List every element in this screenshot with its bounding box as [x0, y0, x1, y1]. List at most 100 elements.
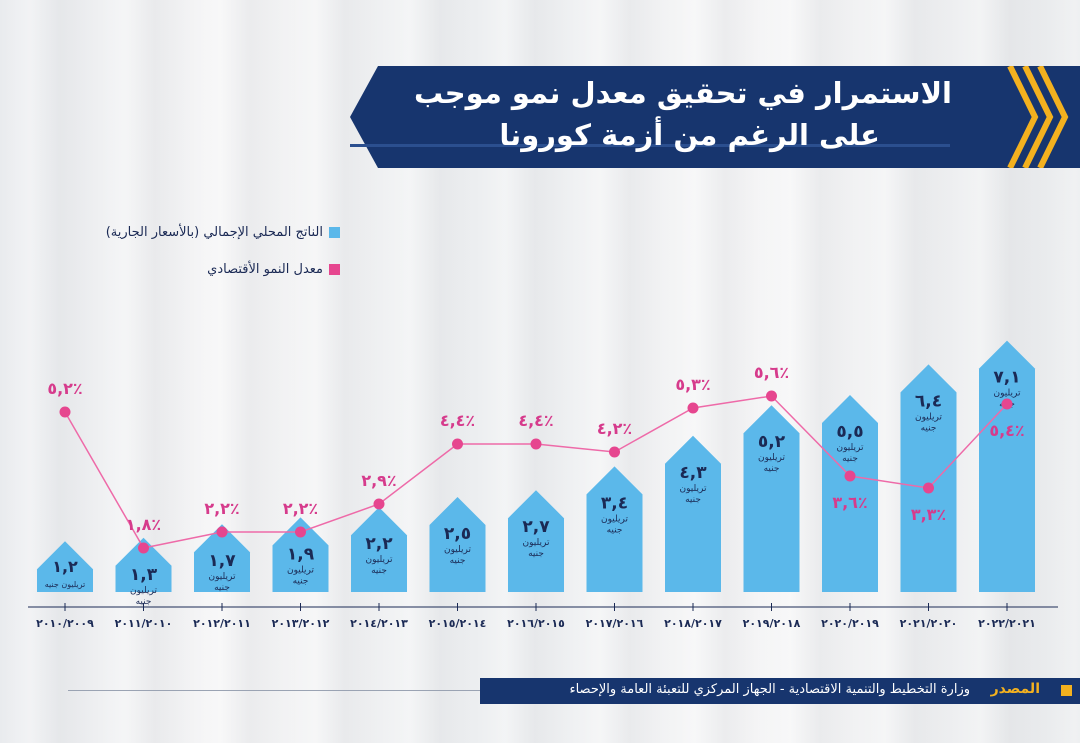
x-axis-tick-label: ٢٠١٠/٢٠٠٩ [36, 617, 94, 630]
growth-value-label: ٥,٢٪ [47, 379, 82, 398]
gdp-bar-unit-label: تريليون [366, 555, 393, 565]
legend-label-gdp: الناتج المحلي الإجمالي (بالأسعار الجارية… [105, 225, 323, 240]
x-axis-tick-label: ٢٠٢١/٢٠٢٠ [900, 617, 958, 630]
growth-value-label: ٢,٢٪ [283, 499, 318, 518]
gdp-bar-unit-label: جنيه [371, 566, 387, 576]
gdp-bar [37, 541, 93, 592]
growth-value-label: ٤,٢٪ [597, 419, 632, 438]
gdp-bar [429, 497, 486, 592]
growth-value-label: ٥,٣٪ [675, 375, 710, 394]
growth-point [295, 526, 306, 538]
x-axis-tick-label: ٢٠١٨/٢٠١٧ [664, 617, 722, 630]
x-axis-tick-label: ٢٠١٣/٢٠١٢ [272, 617, 330, 630]
growth-line-layer: ٥,٢٪ ١,٨٪ ٢,٢٪ ٢,٢٪ ٢,٩٪ ٤,٤٪ ٤,٤٪ ٤,٢٪ ٥,٣٪ ٥,٦٪… [47, 363, 1025, 554]
gdp-bar-unit-label: جنيه [921, 423, 937, 433]
growth-point [216, 526, 228, 538]
x-axis-tick-label: ٢٠١١/٢٠١٠ [115, 617, 173, 630]
x-axis-tick-label: ٢٠١٢/٢٠١١ [193, 617, 251, 630]
gdp-bar [194, 524, 250, 592]
gdp-bar-unit-label: تريليون [680, 484, 707, 494]
chevron-arrows-icon [1007, 66, 1069, 168]
growth-point [373, 498, 385, 510]
growth-point [452, 438, 463, 450]
gdp-bar-value-label: ٧,١ [993, 368, 1020, 388]
legend-item-growth: معدل النمو الأقتصادي [170, 262, 340, 277]
gdp-bar [900, 364, 957, 592]
x-axis-tick-label: ٢٠٢٠/٢٠١٩ [821, 617, 879, 630]
source-square-icon [1061, 685, 1072, 696]
source-label: المصدر [990, 681, 1040, 697]
banner-background [350, 66, 1080, 168]
x-axis-tick-label: ٢٠١٤/٢٠١٣ [350, 617, 408, 630]
gdp-bar-unit-label: تريليون [837, 443, 864, 453]
source-bar: المصدر وزارة التخطيط والتنمية الاقتصادية… [480, 678, 1080, 704]
title-banner: الاستمرار في تحقيق معدل نمو موجب على الر… [350, 66, 1080, 168]
gdp-bar-unit-label: تريليون [444, 545, 471, 555]
growth-value-label: ١,٨٪ [126, 515, 161, 534]
gdp-bar-value-label: ٥,٢ [758, 432, 786, 452]
growth-point [1001, 398, 1013, 410]
gdp-bar [586, 466, 643, 592]
growth-value-label: ٣,٦٪ [832, 493, 867, 512]
gdp-bar-unit-label: جنيه [607, 525, 623, 535]
growth-value-label: ٢,٩٪ [361, 471, 396, 490]
growth-point [687, 402, 699, 414]
gdp-bar [508, 490, 564, 592]
chart-title-line-2: على الرغم من أزمة كورونا [499, 118, 880, 152]
source-text: وزارة التخطيط والتنمية الاقتصادية - الجه… [569, 682, 970, 697]
growth-value-label: ٢,٢٪ [204, 499, 239, 518]
gdp-bar-unit-label: تريليون [287, 565, 314, 575]
banner-underline [350, 144, 950, 147]
gdp-bar [351, 507, 407, 592]
gdp-bar [115, 537, 172, 592]
gdp-bar [822, 395, 878, 592]
growth-point [923, 482, 934, 494]
gdp-bar [743, 405, 800, 592]
x-axis: ٢٠١٠/٢٠٠٩ ٢٠١١/٢٠١٠ ٢٠١٢/٢٠١١ ٢٠١٣/٢٠١٢ ٢٠١٤… [28, 603, 1058, 630]
growth-value-label: ٤,٤٪ [518, 411, 553, 430]
gdp-bar-unit-label: جنيه [136, 597, 152, 607]
gdp-bar-unit-label: تريليون [994, 389, 1021, 399]
growth-value-label: ٤,٤٪ [440, 411, 475, 430]
gdp-bar-unit-label: جنيه [293, 576, 309, 586]
growth-value-label: ٥,٤٪ [989, 421, 1024, 440]
legend-swatch-growth [329, 264, 340, 275]
gdp-bar [272, 517, 329, 592]
gdp-bar-value-label: ١,٣ [130, 565, 158, 585]
title-banner-shape [350, 66, 1080, 168]
gdp-bar-value-label: ٢,٢ [365, 534, 393, 554]
gdp-bar-value-label: ٢,٥ [444, 524, 471, 544]
gdp-bar [665, 435, 721, 592]
gdp-bar-unit-label: جنيه [842, 454, 858, 464]
gdp-bar [979, 340, 1035, 592]
legend-label-growth: معدل النمو الأقتصادي [207, 262, 323, 277]
chart-title-line-1: الاستمرار في تحقيق معدل نمو موجب [414, 76, 952, 110]
gdp-bar-unit-label: جنيه [528, 549, 544, 559]
gdp-bar-unit-label: تريليون [601, 514, 628, 524]
legend-swatch-gdp [329, 227, 340, 238]
source-divider-line [68, 690, 480, 691]
growth-point [530, 438, 542, 450]
x-axis-tick-label: ٢٠١٧/٢٠١٦ [586, 617, 644, 630]
gdp-bar-value-label: ٤,٣ [679, 463, 707, 483]
x-axis-tick-label: ٢٠١٥/٢٠١٤ [429, 617, 487, 630]
growth-point [59, 406, 71, 418]
gdp-bar-unit-label: تريليون [915, 412, 942, 422]
gdp-bar-value-label: ١,٢ [52, 557, 78, 576]
legend-item-gdp: الناتج المحلي الإجمالي (بالأسعار الجارية… [60, 225, 340, 240]
growth-point [766, 390, 777, 402]
gdp-bar-value-label: ٦,٤ [915, 391, 942, 411]
growth-point [844, 470, 856, 482]
gdp-bar-unit-label: تريليون [523, 538, 550, 548]
gdp-bar-unit-label: جنيه [450, 556, 466, 566]
gdp-bar-unit-label: جنيه [685, 495, 701, 505]
gdp-bar-unit-label: تريليون جنيه [45, 580, 86, 589]
gdp-bar-value-label: ١,٧ [208, 551, 236, 571]
x-axis-tick-label: ٢٠١٩/٢٠١٨ [743, 617, 801, 630]
x-axis-tick-label: ٢٠٢٢/٢٠٢١ [978, 617, 1036, 630]
gdp-bar-unit-label: جنيه [214, 583, 230, 593]
growth-value-label: ٥,٦٪ [754, 363, 789, 382]
gdp-bar-value-label: ٢,٧ [522, 517, 550, 537]
